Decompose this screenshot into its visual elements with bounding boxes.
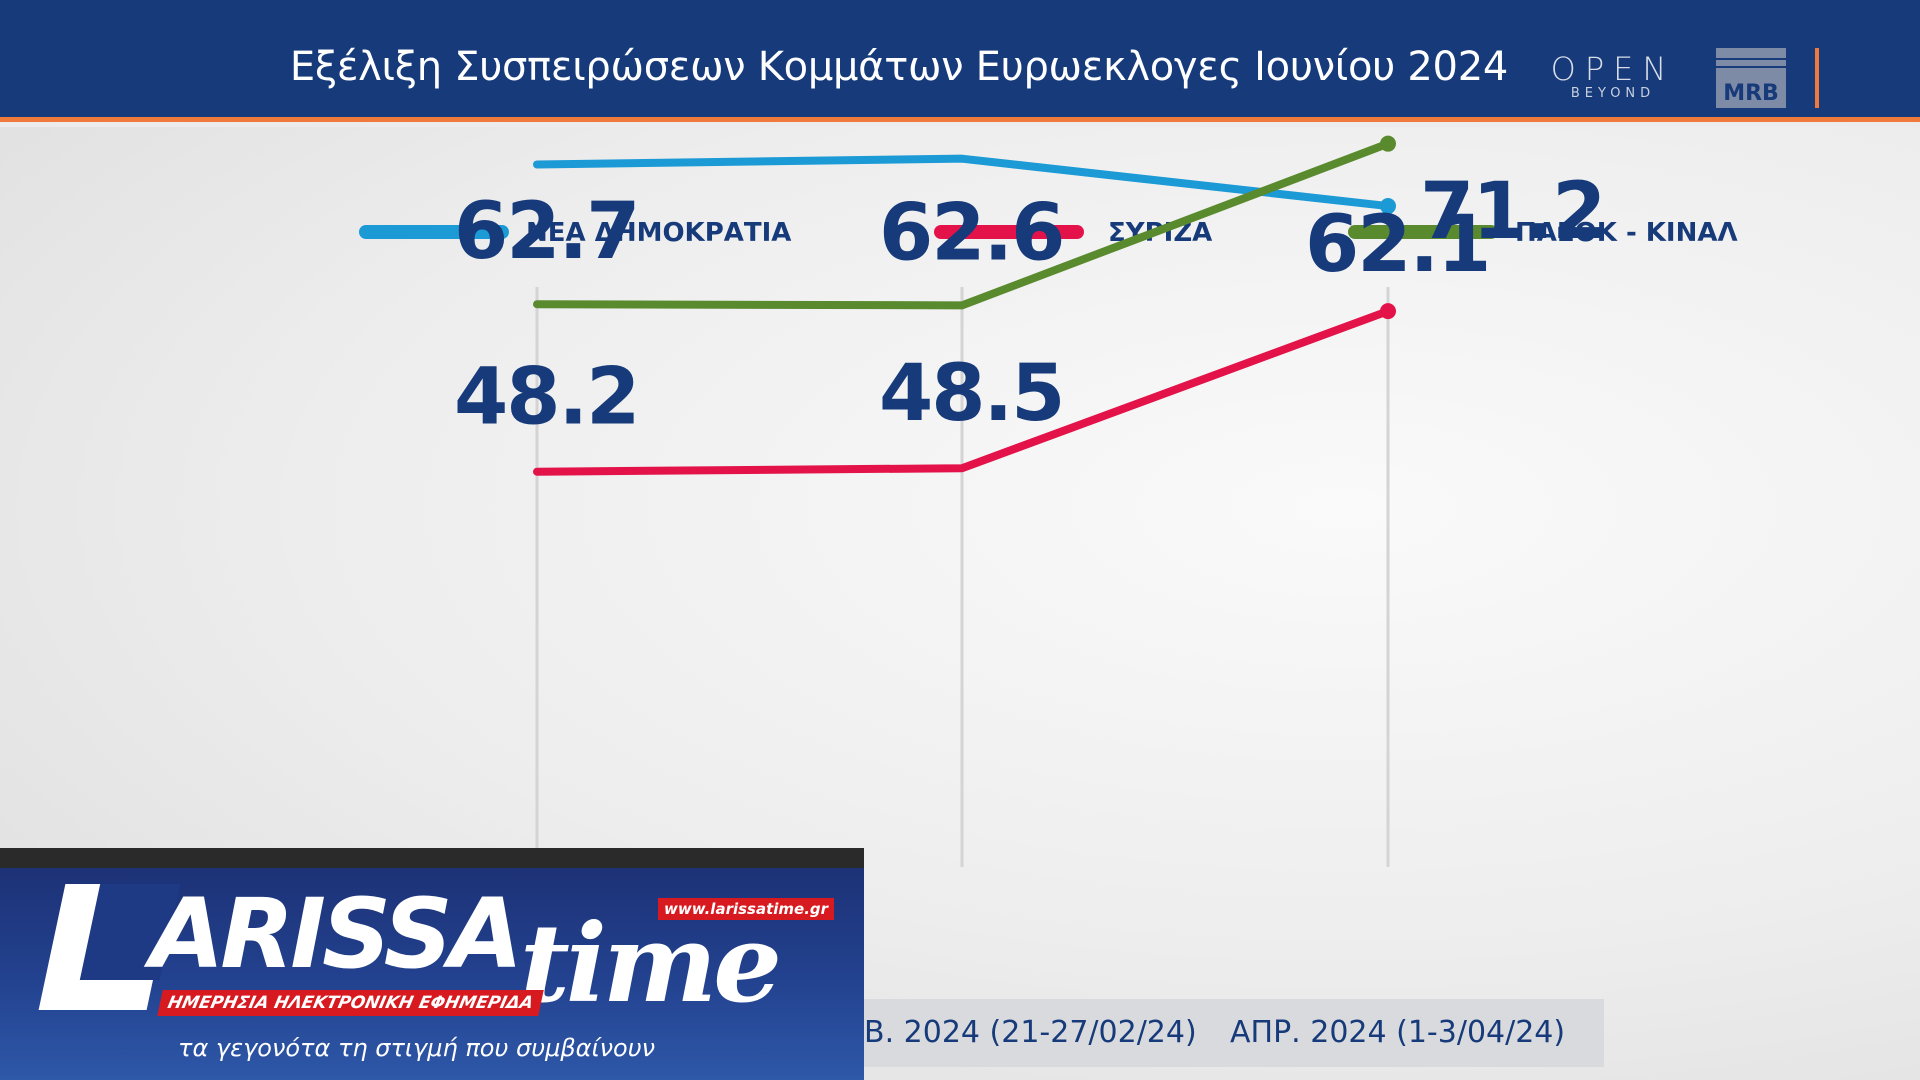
brand-subtitle: ΗΜΕΡΗΣΙΑ ΗΛΕΚΤΡΟΝΙΚΗ ΕΦΗΜΕΡΙΔΑ: [157, 990, 544, 1016]
series-endpoint-1: [1380, 303, 1396, 320]
series-line-0: [533, 154, 1392, 211]
brand-logo-time: time: [520, 901, 782, 1027]
mrb-stripe: [1716, 58, 1786, 60]
data-label-s2-p0: 62.7: [454, 187, 638, 277]
series-layer: [533, 135, 1396, 476]
larissatime-brand-banner: ARISSA time www.larissatime.gr ΗΜΕΡΗΣΙΑ …: [0, 848, 864, 1080]
data-label-s2-p1: 62.6: [879, 188, 1063, 278]
data-label-s1-p2: 62.1: [1305, 200, 1489, 290]
legend-label-2: ΠΑΣΟΚ - ΚΙΝΑΛ: [1515, 218, 1738, 248]
brand-top-strip: [0, 848, 864, 868]
header-accent-bar: [1815, 48, 1819, 108]
data-label-s1-p1: 48.5: [879, 349, 1063, 439]
data-label-s0-p2: 71.2: [1420, 167, 1604, 257]
mrb-logo-text: MRB: [1723, 81, 1779, 106]
brand-url[interactable]: www.larissatime.gr: [658, 898, 835, 920]
data-labels: 74.875.371.248.248.562.162.762.676.6: [454, 127, 1606, 443]
series-line-1: [533, 307, 1392, 476]
series-line-2: [533, 139, 1392, 310]
header-bar: Εξέλιξη Συσπειρώσεων Κομμάτων Ευρωεκλογε…: [0, 0, 1920, 122]
mrb-logo: MRB: [1716, 48, 1786, 108]
series-endpoint-0: [1380, 198, 1396, 215]
x-tick-label-feb: Β. 2024 (21-27/02/24): [864, 1015, 1197, 1050]
series-endpoint-2: [1380, 135, 1396, 152]
data-label-s1-p0: 48.2: [454, 353, 638, 443]
legend-label-0: ΝΕΑ ΔΗΜΟΚΡΑΤΙΑ: [526, 218, 791, 248]
open-beyond-logo: OPEN BEYOND: [1546, 52, 1680, 108]
x-axis-labels: Β. 2024 (21-27/02/24) ΑΠΡ. 2024 (1-3/04/…: [862, 999, 1604, 1067]
brand-tagline: τα γεγονότα τη στιγμή που συμβαίνουν: [178, 1034, 655, 1062]
brand-logo-arissa: ARISSA: [150, 878, 523, 990]
x-tick-label-apr: ΑΠΡ. 2024 (1-3/04/24): [1230, 1015, 1566, 1050]
grid-layer: [535, 287, 1390, 867]
data-label-s0-p0: 74.8: [454, 127, 638, 139]
open-logo-word: OPEN: [1550, 50, 1676, 88]
open-logo-sub: BEYOND: [1570, 86, 1656, 101]
page-title: Εξέλιξη Συσπειρώσεων Κομμάτων Ευρωεκλογε…: [289, 44, 1508, 90]
mrb-stripe: [1716, 66, 1786, 68]
